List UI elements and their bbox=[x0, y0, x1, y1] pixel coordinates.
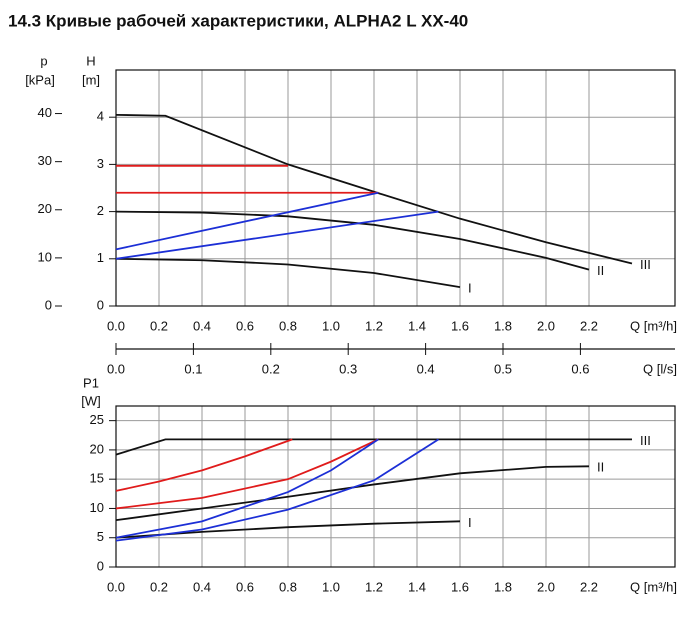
curve bbox=[115, 191, 379, 251]
x-tick-label: 2.0 bbox=[537, 579, 555, 594]
x-tick-label: 0.4 bbox=[193, 579, 211, 594]
x-tick-label: 1.2 bbox=[365, 318, 383, 333]
y-tick-label: 20 bbox=[90, 441, 104, 456]
x-tick-label: 1.8 bbox=[494, 318, 512, 333]
y-tick-label: 0 bbox=[97, 558, 104, 573]
curve-label: II bbox=[597, 460, 604, 475]
x-tick-label: 0.4 bbox=[193, 318, 211, 333]
x-tick-label: 0.0 bbox=[107, 318, 125, 333]
x-tick-label: 0.0 bbox=[107, 361, 125, 376]
curve bbox=[115, 438, 379, 510]
y-tick-label: 25 bbox=[90, 412, 104, 427]
curve-label: III bbox=[640, 433, 651, 448]
curve bbox=[115, 257, 461, 289]
y-tick-label: 10 bbox=[90, 500, 104, 515]
curve-label: III bbox=[640, 257, 651, 272]
x-tick-label: 1.4 bbox=[408, 318, 426, 333]
y-axis-label: H bbox=[86, 53, 95, 68]
y2-tick-label: 40 bbox=[38, 105, 52, 120]
x-tick-label: 0.6 bbox=[571, 361, 589, 376]
curve bbox=[115, 113, 633, 265]
curve bbox=[115, 210, 590, 271]
curve bbox=[115, 438, 379, 539]
plot-frame bbox=[115, 405, 676, 568]
x-tick-label: 0.6 bbox=[236, 318, 254, 333]
y2-tick-label: 30 bbox=[38, 153, 52, 168]
curve bbox=[115, 438, 632, 456]
y-tick-label: 1 bbox=[97, 250, 104, 265]
x-tick-label: 0.2 bbox=[150, 318, 168, 333]
x-tick-label: 1.2 bbox=[365, 579, 383, 594]
x-tick-label: 1.6 bbox=[451, 579, 469, 594]
curve-label: I bbox=[468, 515, 472, 530]
x-tick-label: 2.2 bbox=[580, 579, 598, 594]
plot-frame bbox=[115, 69, 676, 307]
y2-axis-unit: [kPa] bbox=[25, 72, 55, 87]
curve bbox=[115, 438, 293, 492]
page-title: 14.3 Кривые рабочей характеристики, ALPH… bbox=[8, 11, 468, 30]
y-axis-unit: [W] bbox=[81, 393, 101, 408]
y-tick-label: 3 bbox=[97, 156, 104, 171]
y2-tick-label: 20 bbox=[38, 201, 52, 216]
y-tick-label: 15 bbox=[90, 471, 104, 486]
y2-axis-label: p bbox=[40, 53, 47, 68]
y-axis-unit: [m] bbox=[82, 72, 100, 87]
y-tick-label: 0 bbox=[97, 297, 104, 312]
x-tick-label: 2.2 bbox=[580, 318, 598, 333]
x-tick-label: 1.0 bbox=[322, 318, 340, 333]
x-tick-label: 0.6 bbox=[236, 579, 254, 594]
x-tick-label: 1.6 bbox=[451, 318, 469, 333]
y2-tick-label: 10 bbox=[38, 249, 52, 264]
x-tick-label: 0.4 bbox=[417, 361, 435, 376]
curve-label: II bbox=[597, 263, 604, 278]
x-tick-label: 0.8 bbox=[279, 318, 297, 333]
y-tick-label: 2 bbox=[97, 203, 104, 218]
curve bbox=[115, 438, 439, 542]
x-tick-label: 0.8 bbox=[279, 579, 297, 594]
x-tick-label: 0.2 bbox=[150, 579, 168, 594]
x-axis-label: Q [l/s] bbox=[643, 361, 677, 376]
x-tick-label: 1.4 bbox=[408, 579, 426, 594]
y-axis-label: P1 bbox=[83, 375, 99, 390]
x-tick-label: 0.5 bbox=[494, 361, 512, 376]
x-tick-label: 1.0 bbox=[322, 579, 340, 594]
y-tick-label: 5 bbox=[97, 529, 104, 544]
y-tick-label: 4 bbox=[97, 109, 104, 124]
y2-tick-label: 0 bbox=[45, 297, 52, 312]
x-tick-label: 0.0 bbox=[107, 579, 125, 594]
x-tick-label: 0.2 bbox=[262, 361, 280, 376]
curve-label: I bbox=[468, 281, 472, 296]
x-tick-label: 0.3 bbox=[339, 361, 357, 376]
x-tick-label: 0.1 bbox=[184, 361, 202, 376]
x-tick-label: 1.8 bbox=[494, 579, 512, 594]
curve bbox=[115, 210, 439, 260]
x-axis-label: Q [m³/h] bbox=[630, 579, 677, 594]
curve bbox=[115, 465, 590, 522]
x-axis-label: Q [m³/h] bbox=[630, 318, 677, 333]
x-tick-label: 2.0 bbox=[537, 318, 555, 333]
